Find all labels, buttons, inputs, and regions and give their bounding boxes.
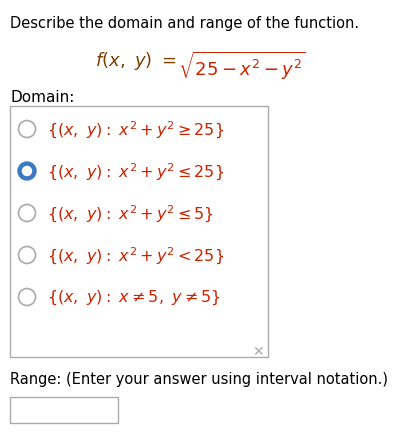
Text: $\left\{(x,\ y):\ x\neq 5,\ y\neq 5\right\}$: $\left\{(x,\ y):\ x\neq 5,\ y\neq 5\righ…: [47, 288, 221, 306]
Text: ✕: ✕: [252, 344, 264, 358]
Bar: [10, 397, 118, 423]
Circle shape: [18, 163, 36, 181]
Text: Domain:: Domain:: [10, 90, 74, 105]
Text: $\left\{(x,\ y):\ x^2+y^2\geq 25\right\}$: $\left\{(x,\ y):\ x^2+y^2\geq 25\right\}…: [47, 119, 224, 140]
Text: $\sqrt{25-x^2-y^2}$: $\sqrt{25-x^2-y^2}$: [178, 50, 306, 82]
Text: $\left\{(x,\ y):\ x^2+y^2<25\right\}$: $\left\{(x,\ y):\ x^2+y^2<25\right\}$: [47, 245, 224, 266]
Text: $\left\{(x,\ y):\ x^2+y^2\leq 5\right\}$: $\left\{(x,\ y):\ x^2+y^2\leq 5\right\}$: [47, 203, 214, 224]
Circle shape: [22, 167, 31, 176]
Text: Describe the domain and range of the function.: Describe the domain and range of the fun…: [10, 16, 359, 31]
Text: Range: (Enter your answer using interval notation.): Range: (Enter your answer using interval…: [10, 371, 388, 386]
Bar: [10, 107, 268, 357]
Text: $\left\{(x,\ y):\ x^2+y^2\leq 25\right\}$: $\left\{(x,\ y):\ x^2+y^2\leq 25\right\}…: [47, 161, 224, 182]
Text: $\mathit{f(x,\ y)\ =\ }$: $\mathit{f(x,\ y)\ =\ }$: [95, 50, 176, 72]
